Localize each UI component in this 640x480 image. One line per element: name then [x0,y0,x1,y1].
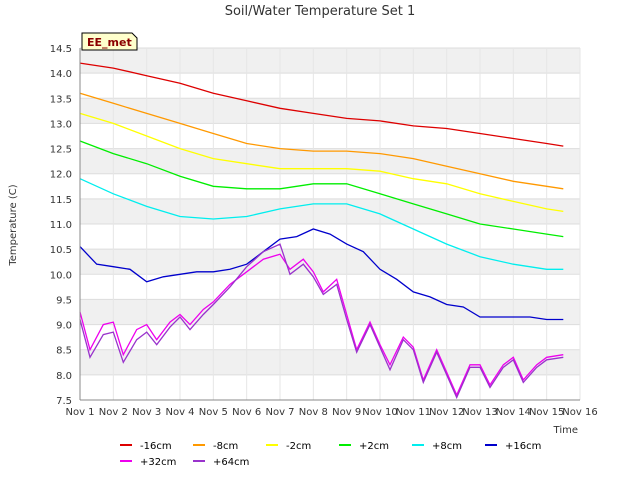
x-tick-label: Nov 1 [65,407,94,418]
y-tick-label: 14.0 [50,69,72,80]
y-tick-label: 13.5 [50,94,72,105]
legend: -16cm -8cm -2cm +2cm +8cm +16cm +32cm +64cm [120,441,541,468]
series-line-+32cm [79,253,564,397]
plot-band [80,198,580,224]
x-tick-label: Nov 6 [232,407,261,418]
x-tick-label: Nov 10 [362,407,397,418]
series-line--16cm [79,62,564,147]
y-tick-label: 11.5 [50,195,72,206]
chart-title: Soil/Water Temperature Set 1 [225,4,416,19]
plot-band [80,148,580,174]
legend-label: -2cm [286,441,311,452]
x-tick-label: Nov 2 [99,407,128,418]
series-line-+64cm [79,243,564,400]
legend-label: -16cm [140,441,172,452]
x-tick-labels: Nov 1 Nov 2 Nov 3 Nov 4 Nov 5 Nov 6 Nov 7 Nov 8… [65,407,597,418]
x-tick-label: Nov 9 [332,407,361,418]
legend-label: +8cm [432,441,462,452]
x-tick-label: Nov 8 [299,407,328,418]
y-tick-label: 12.5 [50,145,72,156]
legend-label: +16cm [505,441,541,452]
y-tick-label: 8.0 [56,371,72,382]
y-tick-label: 11.0 [50,220,72,231]
y-tick-label: 9.5 [56,295,72,306]
y-tick-label: 10.0 [50,270,72,281]
x-tick-label: Nov 11 [396,407,431,418]
x-tick-label: Nov 3 [132,407,161,418]
x-axis-label: Time [553,425,578,436]
plot-band [80,249,580,275]
y-tick-label: 9.0 [56,321,72,332]
x-tick-label: Nov 12 [429,407,464,418]
x-tick-label: Nov 14 [496,407,531,418]
plot-band [80,48,580,74]
axes [79,48,580,401]
station-badge: EE_met [81,32,138,51]
legend-label: +64cm [213,457,249,468]
x-tick-label: Nov 5 [199,407,228,418]
legend-label: -8cm [213,441,238,452]
series-line-+8cm [79,178,564,270]
plot-band [80,299,580,325]
y-tick-label: 12.0 [50,170,72,181]
series-line-+2cm [79,140,564,238]
series-line-+16cm [79,228,564,321]
series-lines [79,62,564,400]
y-tick-label: 7.5 [56,396,72,407]
series-line--2cm [79,112,564,213]
badge-label: EE_met [87,36,132,49]
y-tick-label: 8.5 [56,346,72,357]
y-tick-label: 13.0 [50,119,72,130]
plot-band [80,98,580,124]
y-tick-label: 10.5 [50,245,72,256]
y-axis-label: Temperature (C) [8,184,19,266]
legend-label: +2cm [359,441,389,452]
x-tick-label: Nov 16 [562,407,597,418]
plot-band [80,349,580,375]
x-tick-label: Nov 4 [165,407,194,418]
badge-box [81,32,138,51]
y-tick-label: 14.5 [50,44,72,55]
x-tick-label: Nov 15 [529,407,564,418]
y-tick-labels: 7.5 8.0 8.5 9.0 9.5 10.0 10.5 11.0 11.5 12.0 12.5 1… [50,44,72,407]
x-tick-label: Nov 13 [462,407,497,418]
legend-label: +32cm [140,457,176,468]
series-line--8cm [79,92,564,190]
x-tick-label: Nov 7 [265,407,294,418]
